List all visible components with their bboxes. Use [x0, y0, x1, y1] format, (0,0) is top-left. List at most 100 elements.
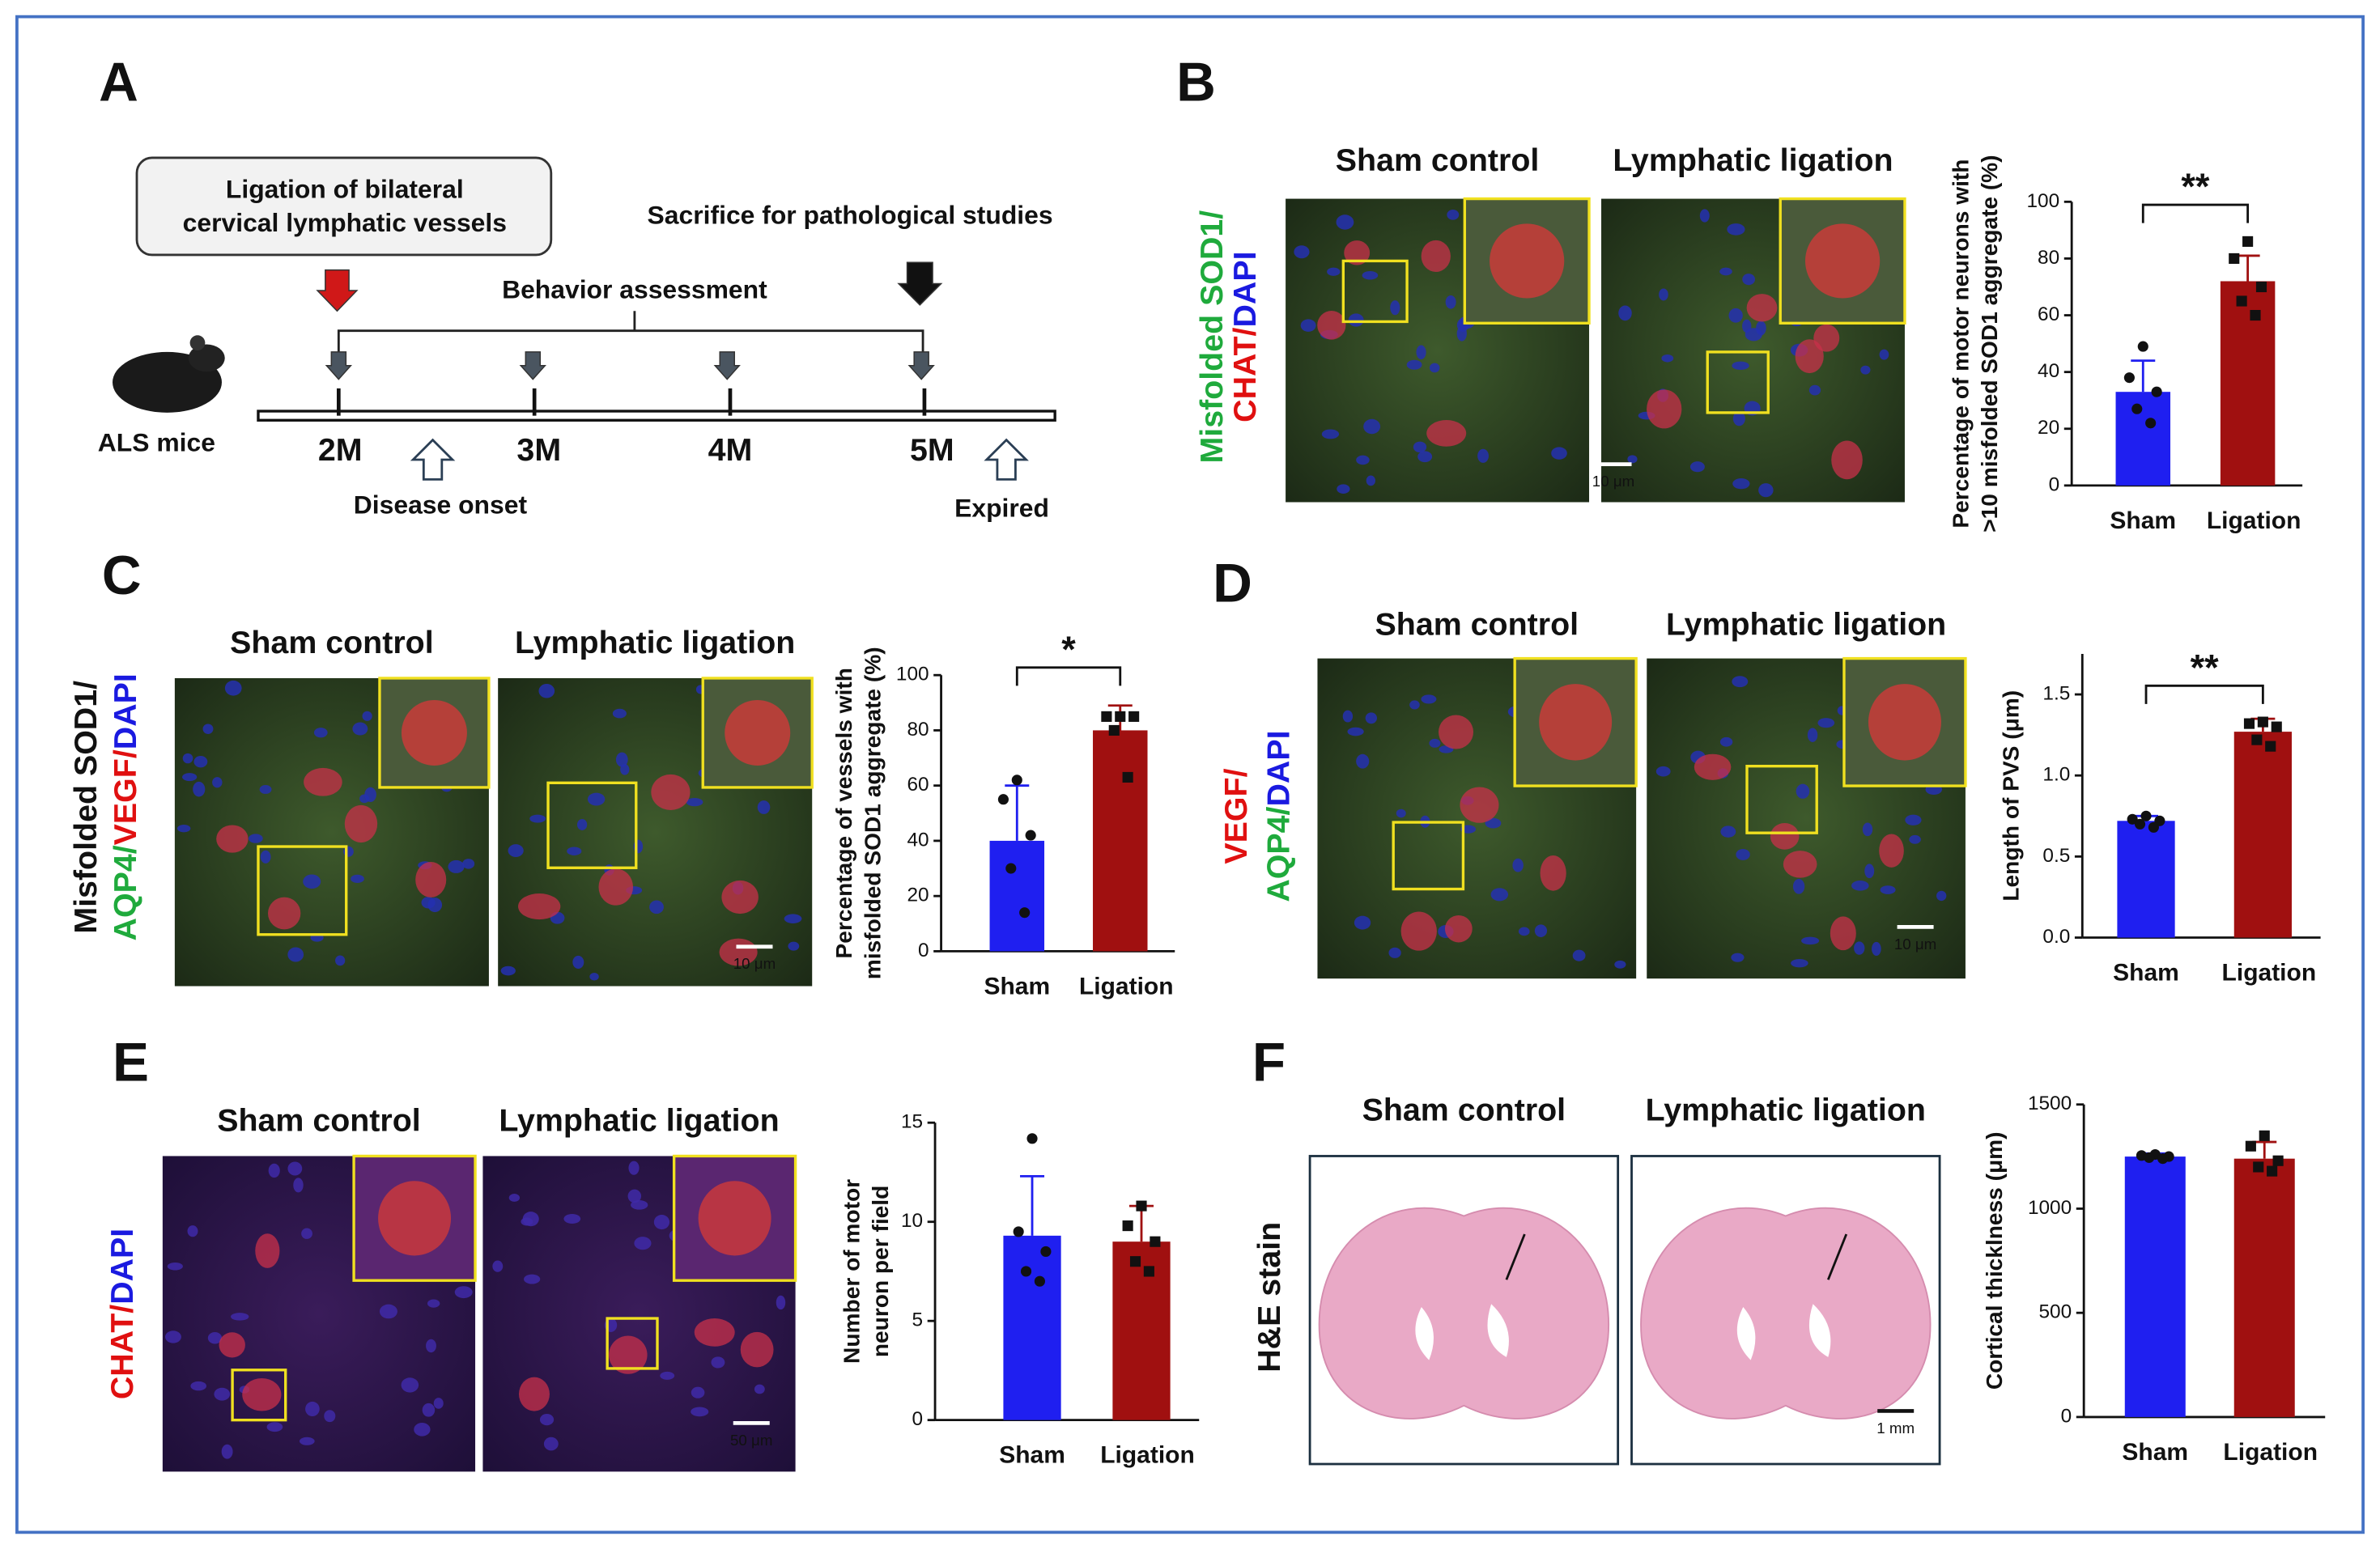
nucleus — [1388, 947, 1401, 958]
nucleus — [1445, 295, 1456, 309]
bracket — [337, 311, 924, 352]
nucleus — [628, 1161, 640, 1175]
data-point — [2145, 418, 2157, 429]
mouse-head — [188, 344, 225, 372]
cell — [242, 1377, 282, 1411]
data-point — [2259, 1130, 2270, 1141]
brain-section — [1318, 1207, 1610, 1420]
cell — [1444, 915, 1473, 943]
ventricle — [1736, 1304, 1831, 1360]
nucleus — [426, 1339, 436, 1353]
cell — [1426, 420, 1467, 447]
nucleus — [224, 680, 242, 696]
data-point — [2255, 281, 2267, 293]
assessment-arrow — [713, 351, 741, 380]
data-point — [1115, 711, 1126, 722]
onset-text: Disease onset — [354, 490, 528, 520]
nucleus — [1731, 953, 1745, 962]
y-axis-label: Length of PVS (μm) — [1998, 690, 2023, 902]
inset-cell — [401, 699, 467, 766]
y-tick-label: 0 — [912, 1408, 924, 1430]
stain-segment: DAPI — [1228, 251, 1264, 327]
x-tick-label: Sham — [984, 973, 1050, 999]
panel-label: E — [113, 1033, 149, 1093]
data-point — [1150, 1236, 1161, 1247]
nucleus — [1854, 941, 1865, 955]
error-bar — [1005, 784, 1030, 841]
nucleus — [293, 1178, 304, 1193]
cell — [518, 893, 561, 920]
frame-border — [15, 15, 2365, 1534]
data-point — [2134, 818, 2146, 830]
y-tick-label: 0 — [2061, 1405, 2072, 1427]
nucleus — [1300, 319, 1316, 332]
nucleus — [1406, 359, 1422, 370]
bar — [2233, 732, 2292, 938]
procedure-text: cervical lymphatic vessels — [183, 208, 507, 237]
nucleus — [776, 1295, 786, 1310]
data-point — [2242, 236, 2254, 247]
nucleus — [1348, 313, 1364, 327]
nucleus — [193, 755, 208, 768]
significance-label: ** — [2191, 647, 2220, 688]
nucleus — [1720, 825, 1736, 838]
y-axis-label: Number of motor — [839, 1179, 864, 1364]
nucleus — [268, 1163, 280, 1178]
nucleus — [1390, 300, 1400, 316]
nucleus — [627, 1189, 642, 1203]
nucleus — [1347, 727, 1364, 736]
nucleus — [364, 787, 376, 803]
nucleus — [1909, 834, 1921, 844]
nucleus — [1627, 455, 1638, 464]
inset-cell — [1539, 684, 1613, 761]
nucleus — [788, 941, 800, 951]
image-title: Sham control — [230, 625, 434, 660]
nucleus — [212, 777, 223, 788]
nucleus — [1456, 325, 1467, 342]
cell — [1694, 753, 1732, 780]
stain-label: Misfolded SOD1/ — [68, 681, 104, 934]
nucleus — [214, 1387, 231, 1401]
nucleus — [1879, 349, 1889, 360]
nucleus — [1661, 354, 1674, 363]
nucleus — [1732, 478, 1750, 490]
data-point — [1040, 1246, 1052, 1258]
x-tick-label: Ligation — [1100, 1442, 1195, 1469]
nucleus — [448, 859, 465, 873]
scale-label: 50 μm — [730, 1432, 772, 1449]
nucleus — [612, 708, 627, 719]
y-axis-label: misfolded SOD1 aggregate (%) — [860, 647, 885, 979]
data-point — [2251, 734, 2263, 745]
nucleus — [287, 1161, 303, 1176]
mouse-ear — [189, 335, 206, 351]
nucleus — [1362, 270, 1379, 280]
bar — [2220, 281, 2276, 486]
nucleus — [1860, 365, 1871, 375]
nucleus — [1732, 411, 1745, 427]
nucleus — [266, 1422, 283, 1432]
stain-label: Misfolded SOD1/ — [1194, 210, 1230, 464]
nucleus — [207, 1332, 223, 1344]
stain-segment: CHAT/ — [104, 1305, 140, 1399]
data-point — [1019, 907, 1031, 919]
nucleus — [1356, 753, 1370, 769]
nucleus — [784, 914, 802, 923]
roi-box — [546, 781, 638, 869]
data-point — [1136, 1200, 1147, 1212]
data-point — [997, 794, 1009, 805]
procedure-box — [135, 156, 553, 257]
stain-segment: CHAT/ — [1228, 327, 1264, 422]
y-axis-label: Percentage of motor neurons with — [1949, 159, 1974, 528]
nucleus — [1745, 328, 1762, 342]
roi-box — [1706, 350, 1770, 414]
data-point — [2265, 741, 2276, 752]
significance-bracket — [2144, 684, 2264, 704]
stain-segment: VEGF/ — [108, 749, 143, 845]
image-title: Sham control — [1336, 142, 1540, 178]
cell — [609, 1335, 648, 1374]
bar — [2117, 821, 2175, 938]
nucleus — [492, 1260, 504, 1272]
nucleus — [686, 798, 703, 807]
x-tick-label: Sham — [2113, 959, 2179, 986]
onset-arrow — [410, 438, 456, 481]
